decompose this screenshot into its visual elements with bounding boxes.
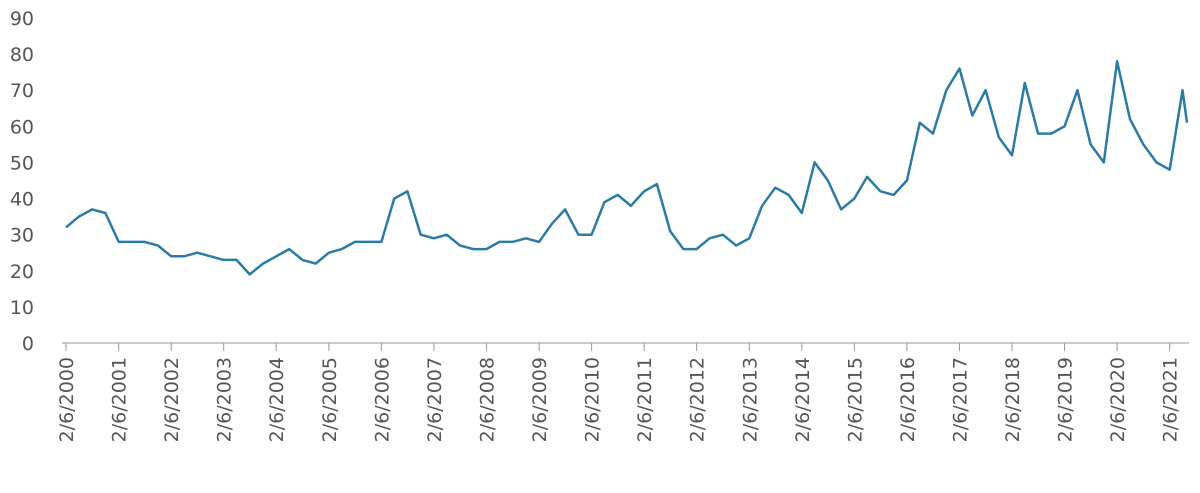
x-tick-label: 2/6/2008 [476,357,498,442]
x-tick-label: 2/6/2013 [739,357,761,442]
x-tick-label: 2/6/2012 [687,357,709,442]
x-tick-label: 2/6/2005 [319,357,341,442]
x-tick-label: 2/6/2003 [214,357,236,442]
y-tick-label: 50 [10,152,34,174]
y-tick-label: 60 [10,116,34,138]
y-tick-label: 90 [10,8,34,30]
x-tick-label: 2/6/2000 [56,357,78,442]
x-tick-label: 2/6/2016 [897,357,919,442]
y-tick-label: 80 [10,44,34,66]
x-tick-label: 2/6/2006 [371,357,393,442]
data-line [65,60,1189,276]
x-tick-label: 2/6/2020 [1107,357,1129,442]
x-tick-label: 2/6/2011 [634,357,656,442]
y-tick-label: 30 [10,225,34,247]
x-tick-label: 2/6/2015 [844,357,866,442]
x-tick-label: 2/6/2014 [792,357,814,442]
x-tick-label: 2/6/2002 [161,357,183,442]
x-tick-label: 2/6/2007 [424,357,446,442]
x-tick-label: 2/6/2021 [1160,357,1182,442]
y-tick-label: 20 [10,261,34,283]
y-tick-label: 70 [10,80,34,102]
x-tick-label: 2/6/2018 [1002,357,1024,442]
y-tick-label: 40 [10,189,34,211]
x-tick-label: 2/6/2019 [1055,357,1077,442]
x-tick-label: 2/6/2001 [109,357,131,442]
x-tick-label: 2/6/2010 [582,357,604,442]
x-tick-label: 2/6/2009 [529,357,551,442]
y-tick-label: 10 [10,297,34,319]
y-tick-label: 0 [22,333,34,355]
x-tick-label: 2/6/2017 [950,357,972,442]
x-tick-label: 2/6/2004 [266,357,288,442]
